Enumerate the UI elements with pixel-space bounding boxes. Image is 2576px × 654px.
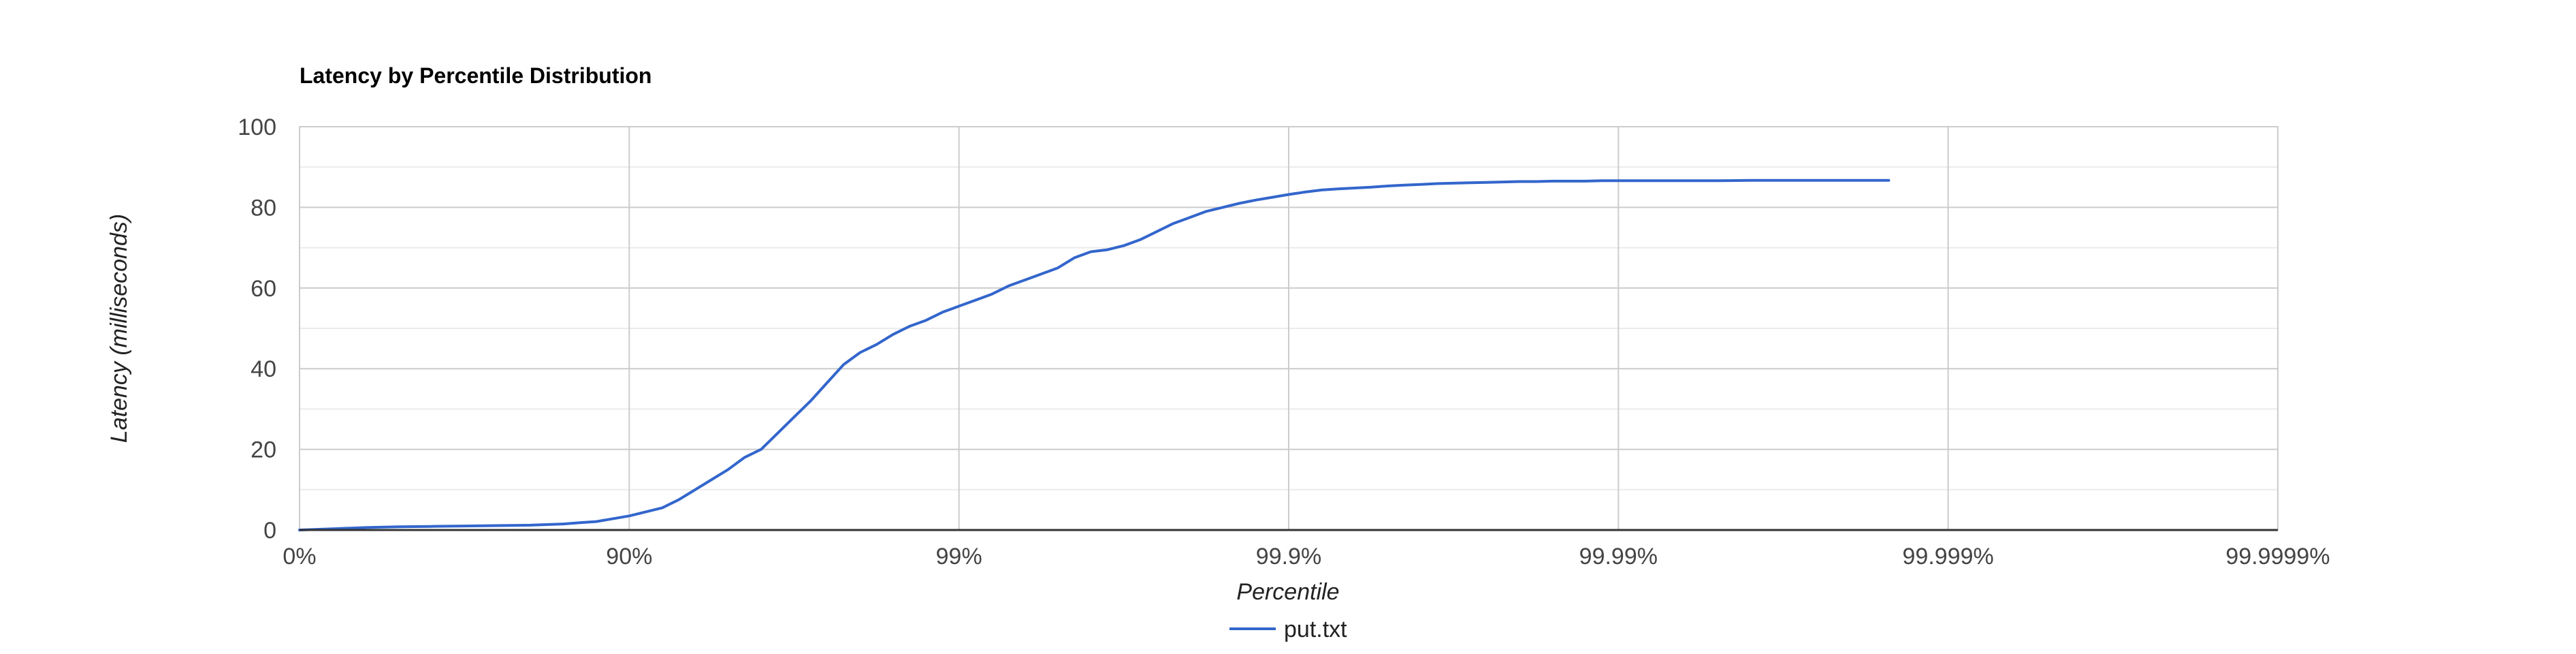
y-tick-label: 0 bbox=[263, 518, 276, 544]
x-tick-label: 99% bbox=[936, 544, 982, 570]
x-tick-label: 99.99% bbox=[1579, 544, 1658, 570]
y-tick-label: 60 bbox=[251, 276, 276, 302]
x-tick-label: 99.9999% bbox=[2225, 544, 2330, 570]
x-tick-label: 99.9% bbox=[1256, 544, 1321, 570]
chart-title: Latency by Percentile Distribution bbox=[300, 63, 651, 88]
y-axis-title: Latency (milliseconds) bbox=[106, 214, 132, 443]
series-line-put-txt[interactable] bbox=[298, 178, 1890, 531]
x-tick-label: 0% bbox=[283, 544, 316, 570]
y-tick-label: 100 bbox=[238, 114, 276, 140]
x-tick-label: 99.999% bbox=[1903, 544, 1994, 570]
axis-layer: 0 20 40 60 80 100 0% 90% 99% 99.9% 99.99% 99.999% 99… bbox=[238, 114, 2330, 570]
y-tick-label: 40 bbox=[251, 356, 276, 382]
legend-label-put-txt: put.txt bbox=[1284, 617, 1347, 642]
legend[interactable]: put.txt bbox=[1229, 617, 1347, 642]
y-tick-label: 80 bbox=[251, 195, 276, 221]
series-layer bbox=[298, 178, 1890, 531]
x-axis-title: Percentile bbox=[1236, 579, 1339, 605]
x-tick-label: 90% bbox=[606, 544, 652, 570]
grid-layer bbox=[299, 126, 2279, 531]
y-tick-label: 20 bbox=[251, 437, 276, 463]
